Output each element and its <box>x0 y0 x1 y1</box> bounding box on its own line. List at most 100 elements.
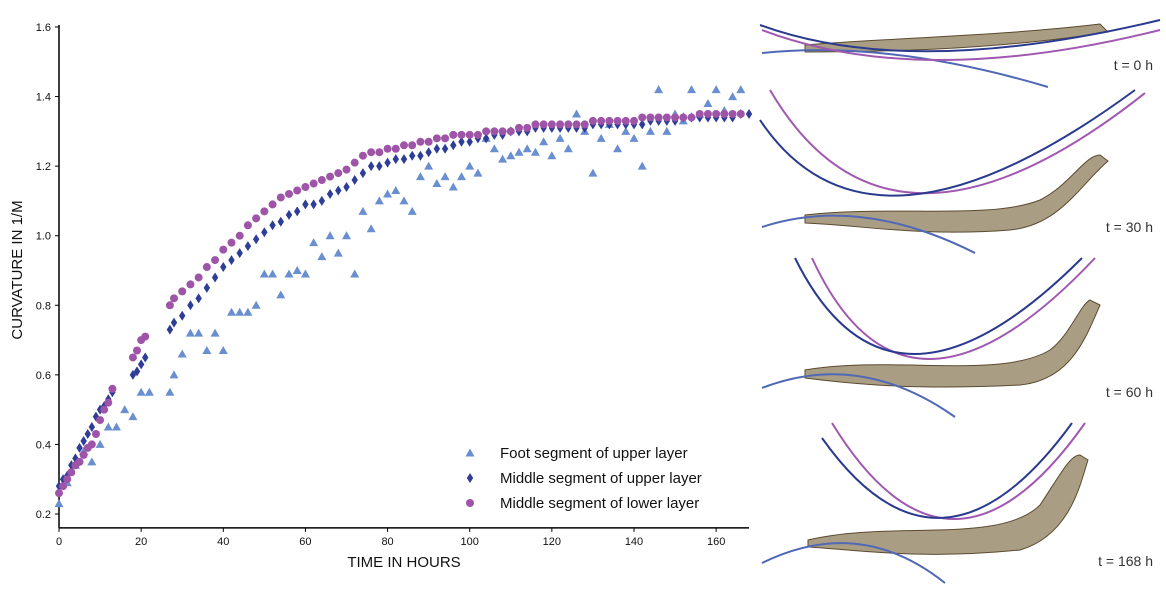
data-point <box>227 238 236 247</box>
data-point <box>235 307 245 316</box>
legend-label-middle-lower: Middle segment of lower layer <box>500 495 699 512</box>
data-point <box>218 346 228 355</box>
data-point <box>408 141 417 150</box>
x-tick-label: 140 <box>625 536 643 548</box>
bilayer-specimen-image <box>804 154 1109 233</box>
data-point <box>252 234 260 245</box>
data-point <box>409 150 416 161</box>
data-point <box>597 116 606 125</box>
data-point <box>440 172 450 181</box>
data-point <box>687 85 696 94</box>
data-point <box>489 144 499 153</box>
x-tick-label: 60 <box>299 536 311 548</box>
data-point <box>334 169 343 178</box>
data-point <box>144 387 154 396</box>
foot-fit-arc <box>761 542 946 584</box>
data-point <box>374 196 384 205</box>
bilayer-specimen-image <box>807 454 1089 555</box>
data-point <box>276 290 286 299</box>
data-point <box>95 439 105 448</box>
data-point <box>178 287 187 296</box>
data-point <box>629 133 639 142</box>
data-point <box>170 294 178 303</box>
data-point <box>75 457 84 466</box>
data-point <box>400 154 408 165</box>
specimen-photo-panels: t = 0 h t = 30 h t = 60 h t = 168 h <box>759 19 1161 584</box>
data-point <box>580 120 589 129</box>
data-point <box>268 200 277 209</box>
data-point <box>294 206 301 217</box>
data-point <box>391 144 400 153</box>
data-point <box>736 85 746 94</box>
panel-label-t0: t = 0 h <box>1114 57 1153 73</box>
data-point <box>531 120 540 129</box>
data-point <box>302 199 309 210</box>
data-point <box>76 442 83 453</box>
data-point <box>108 384 117 393</box>
data-point <box>432 134 441 143</box>
data-point <box>342 231 351 240</box>
data-point <box>202 263 211 272</box>
data-point <box>268 269 278 278</box>
data-point <box>186 280 195 289</box>
data-point <box>136 387 146 396</box>
y-axis-label: CURVATURE IN 1/M <box>9 200 26 339</box>
data-point <box>555 133 565 142</box>
legend-label-foot-upper: Foot segment of upper layer <box>500 445 688 462</box>
data-point <box>424 161 434 170</box>
data-point <box>416 137 425 146</box>
data-point <box>433 143 441 154</box>
data-point <box>169 370 179 379</box>
data-point <box>358 151 367 160</box>
data-point <box>63 475 72 484</box>
data-point <box>165 387 175 396</box>
data-point <box>285 189 293 198</box>
data-points <box>54 85 753 508</box>
series-0 <box>54 85 746 508</box>
data-point <box>563 144 573 153</box>
data-point <box>293 186 302 195</box>
data-point <box>358 206 368 215</box>
data-point <box>490 127 499 136</box>
foot-fit-arc <box>761 214 976 254</box>
data-point <box>539 120 548 129</box>
data-point <box>141 332 150 341</box>
y-tick-label: 0.2 <box>36 509 51 521</box>
data-point <box>457 172 466 181</box>
data-point <box>515 123 523 132</box>
data-point <box>449 130 458 139</box>
data-point <box>142 352 149 363</box>
data-point <box>375 148 384 157</box>
data-point <box>104 398 113 407</box>
upper-layer-fit-arc <box>794 257 1083 355</box>
data-point <box>448 182 458 191</box>
data-point <box>638 113 647 122</box>
upper-layer-fit-arc <box>759 19 1161 53</box>
panel-label-t30: t = 30 h <box>1106 219 1153 235</box>
data-point <box>235 231 244 240</box>
foot-fit-arc <box>761 49 1049 88</box>
data-point <box>441 143 449 154</box>
data-point <box>662 126 672 135</box>
data-point <box>679 113 688 122</box>
specimen-panel <box>761 422 1089 584</box>
x-tick-label: 80 <box>381 536 393 548</box>
data-point <box>317 252 327 261</box>
legend-marker <box>466 499 474 507</box>
data-point <box>170 317 178 328</box>
data-point <box>547 151 557 160</box>
data-point <box>588 168 598 177</box>
data-point <box>259 269 269 278</box>
bilayer-specimen-image <box>804 23 1110 53</box>
x-tick-label: 40 <box>217 536 229 548</box>
data-point <box>465 161 475 170</box>
data-point <box>613 144 623 153</box>
data-point <box>128 353 137 362</box>
data-point <box>654 85 664 94</box>
legend-marker <box>465 448 475 457</box>
data-point <box>54 499 64 508</box>
data-point <box>498 154 508 163</box>
legend-marker <box>466 473 474 483</box>
data-point <box>539 137 549 146</box>
specimen-panel <box>759 19 1161 88</box>
